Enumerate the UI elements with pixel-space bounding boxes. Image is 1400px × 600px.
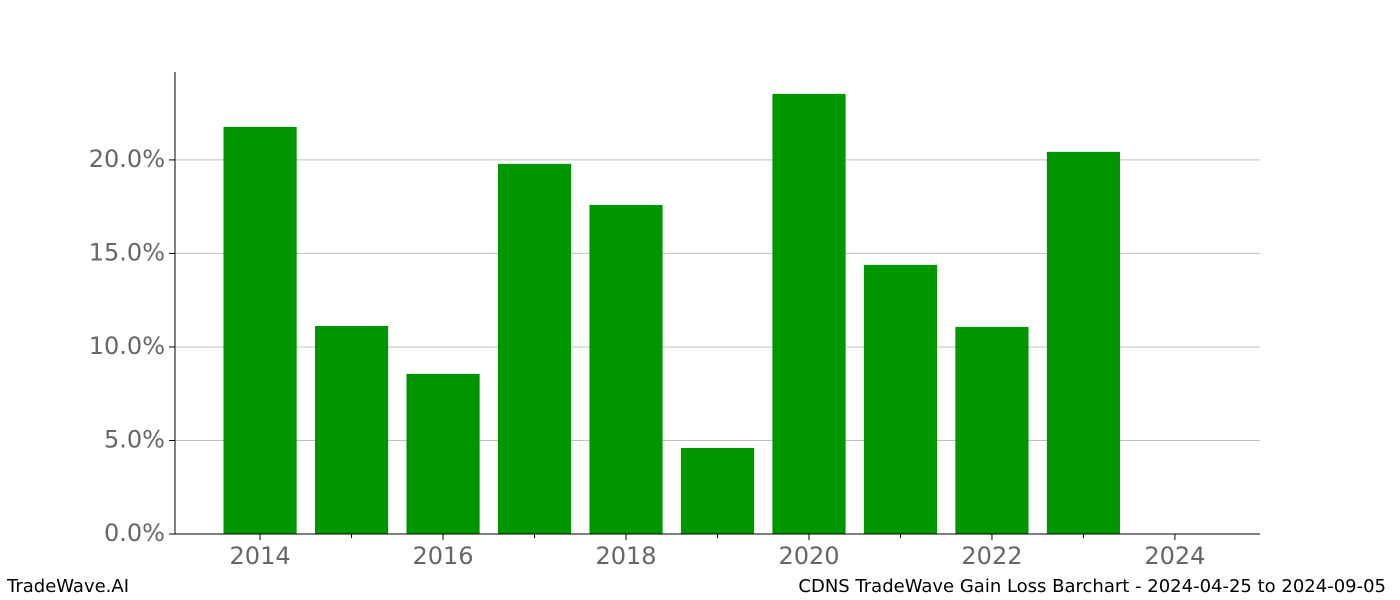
y-tick-label: 20.0% [89, 145, 165, 173]
x-tick-label: 2018 [595, 542, 656, 570]
y-tick-label: 0.0% [104, 519, 165, 547]
bar [406, 373, 480, 534]
bar [497, 163, 572, 534]
footer-left: TradeWave.AI [6, 576, 129, 597]
x-tick-label: 2020 [778, 542, 839, 570]
y-tick-label: 10.0% [89, 332, 165, 360]
bar [1046, 151, 1121, 534]
bar [863, 264, 938, 534]
y-tick-label: 15.0% [89, 238, 165, 266]
bar [680, 447, 755, 534]
bar [955, 326, 1029, 534]
y-tick-label: 5.0% [104, 425, 165, 453]
x-tick-label: 2014 [230, 542, 291, 570]
bar [772, 93, 846, 534]
footer-right: CDNS TradeWave Gain Loss Barchart - 2024… [798, 576, 1386, 597]
bar [223, 126, 297, 535]
x-tick-label: 2024 [1144, 542, 1205, 570]
bar [314, 326, 389, 534]
x-tick-label: 2022 [961, 542, 1022, 570]
x-tick-label: 2016 [413, 542, 474, 570]
bar [589, 204, 663, 535]
